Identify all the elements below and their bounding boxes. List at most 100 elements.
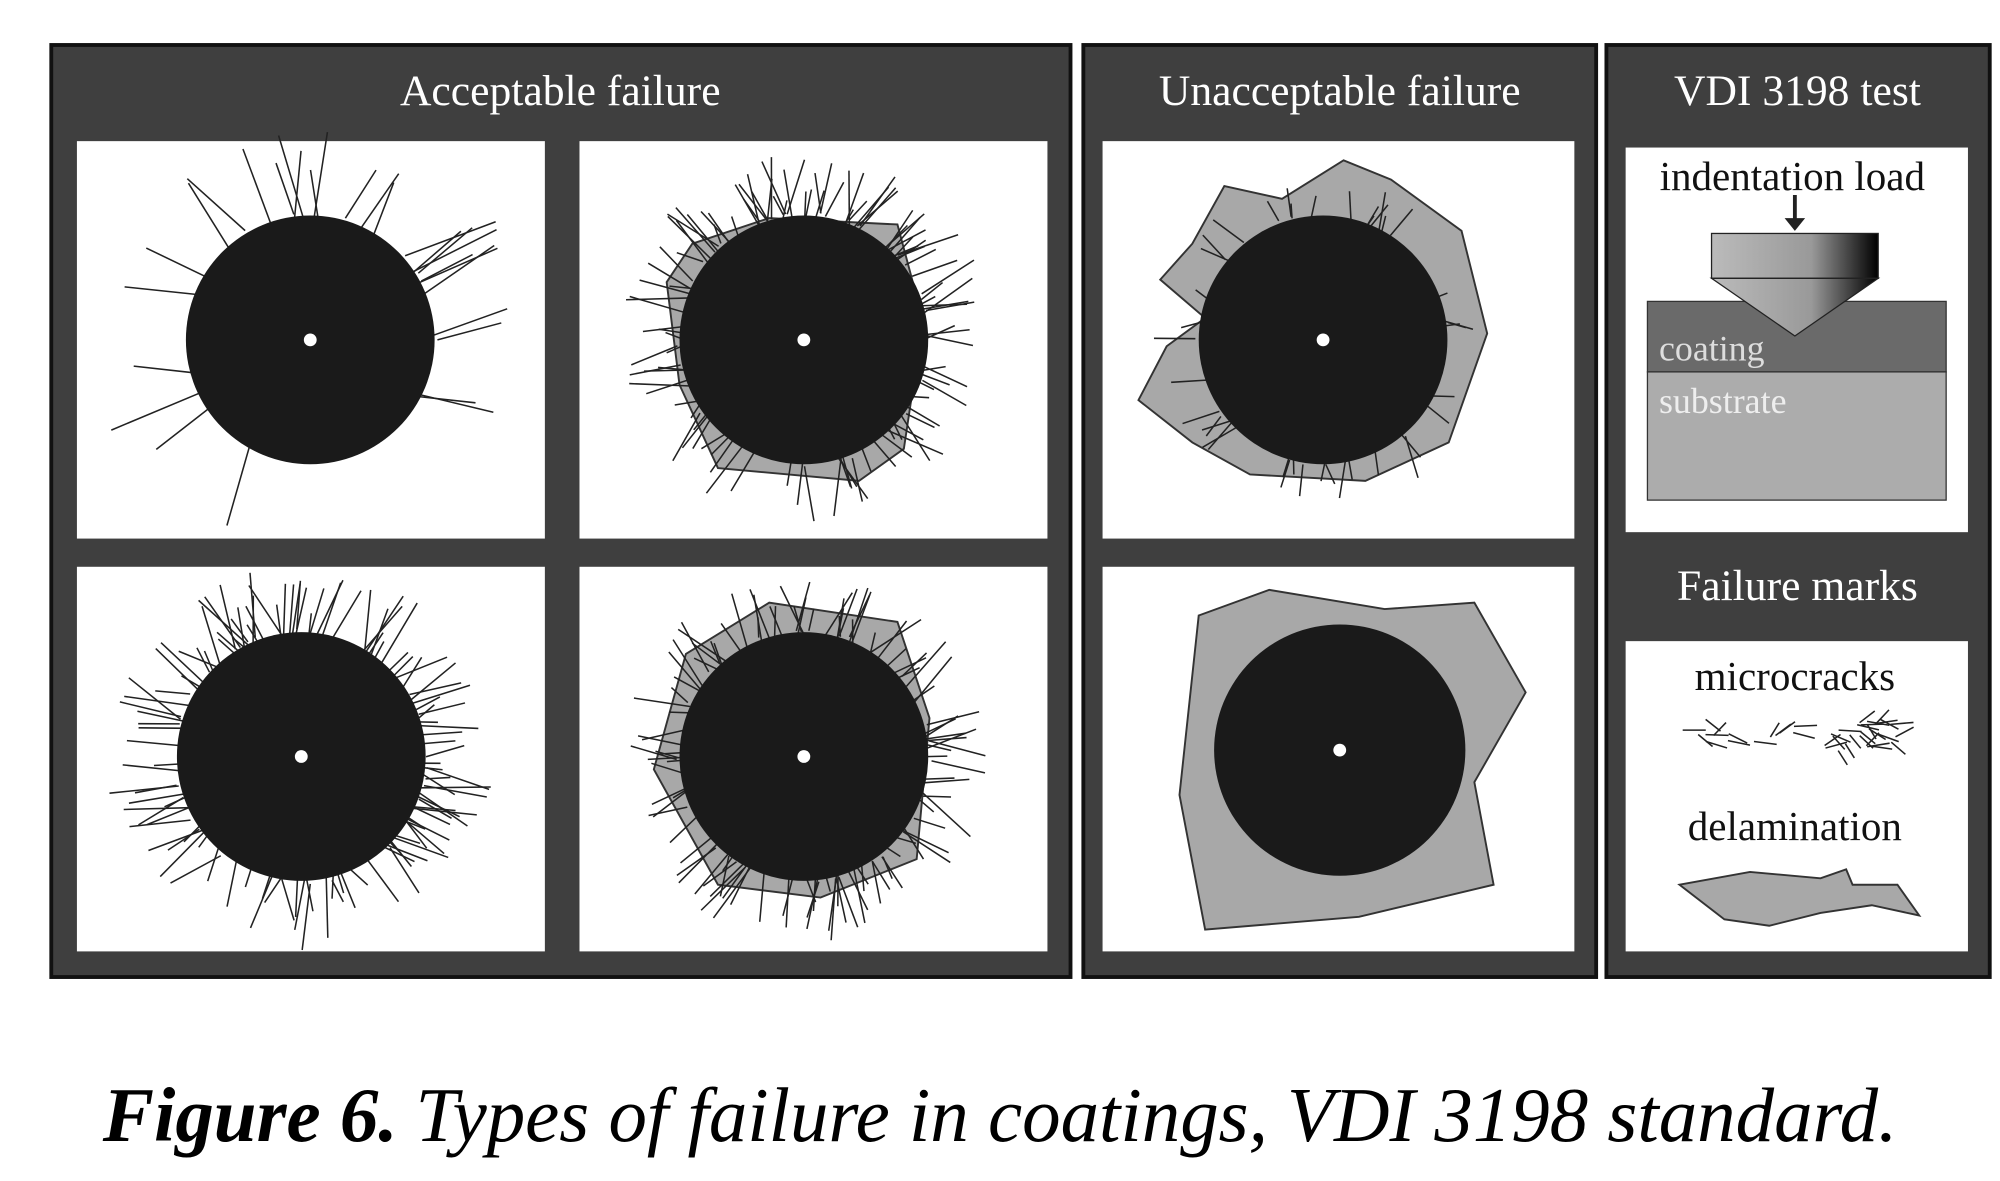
crack [1878,733,1899,743]
crack [913,817,946,829]
crack [344,169,377,219]
crack [824,181,845,217]
crack [907,406,941,427]
crack [203,650,214,671]
crack [678,842,719,884]
crack [403,816,450,841]
crack [871,860,891,890]
crack [1404,435,1419,479]
crack [428,308,508,338]
crack [834,453,869,500]
crack [1727,739,1751,746]
crack [1298,464,1304,497]
crack [838,588,858,637]
crack [922,379,967,407]
crack [1367,206,1380,225]
crack [808,608,815,631]
crack [226,445,251,526]
crack [722,860,751,899]
crack [852,864,866,924]
crack [1753,740,1777,746]
panel-title: Acceptable failure [400,67,721,115]
crack [709,437,735,473]
crack [1705,733,1729,737]
crack [418,702,466,715]
indent-center [1316,333,1330,347]
crack [871,861,882,904]
crack [364,589,372,650]
crack [731,593,749,651]
crack [365,857,400,903]
crack [1869,745,1893,750]
indent-center [1333,743,1347,757]
crack [415,696,441,711]
crack [124,286,198,296]
crack [758,870,765,922]
crack [1857,723,1880,731]
crack [249,572,257,638]
crack [786,159,806,215]
crack [201,606,223,671]
crack [838,876,859,928]
crack [1280,459,1291,488]
crack [852,186,890,230]
crack [637,735,686,747]
crack [1389,208,1414,236]
cracks [109,132,1474,951]
crack [316,579,344,636]
crack [869,632,877,653]
crack [417,227,473,274]
crack [675,207,716,253]
crack [187,182,230,250]
crack [418,798,452,819]
panel-title: VDI 3198 test [1674,67,1921,115]
crack [910,685,935,703]
crack [423,784,487,798]
label: microcracks [1695,653,1895,699]
crack [148,828,206,852]
crack [651,762,682,774]
crack [898,411,931,462]
crack [412,392,494,414]
label: indentation load [1660,153,1925,199]
crack [669,813,701,844]
crack [137,710,187,723]
crack [1202,234,1227,261]
indent-center [797,750,811,763]
crack [129,819,191,828]
crack [293,874,307,931]
crack [186,178,246,232]
crack [896,239,927,261]
crack [363,595,404,656]
crack [677,628,730,665]
crack [705,446,743,494]
crack [730,452,755,492]
crack [648,806,688,817]
crack [1859,710,1876,724]
crack [668,651,702,691]
crack [769,606,783,636]
crack [1202,425,1240,448]
crack [905,641,947,687]
panel-title: Unacceptable failure [1159,67,1521,115]
indenter-tip [1709,277,1881,337]
crack [246,624,258,642]
crack [692,416,713,449]
crack [920,281,944,301]
crack [901,652,928,677]
microcracks-sample [1682,709,1914,766]
crack [1440,319,1474,330]
crack [123,806,189,811]
crack [421,724,479,730]
crack [1775,723,1792,737]
caption-label: Figure 6. [102,1072,398,1158]
crack [1381,215,1387,232]
crack [393,655,414,677]
crack [1844,743,1856,759]
crack [713,642,723,665]
crack [1705,740,1728,749]
crack [128,792,188,804]
crack [404,662,457,706]
indent-center [294,750,308,763]
crack [746,174,761,228]
